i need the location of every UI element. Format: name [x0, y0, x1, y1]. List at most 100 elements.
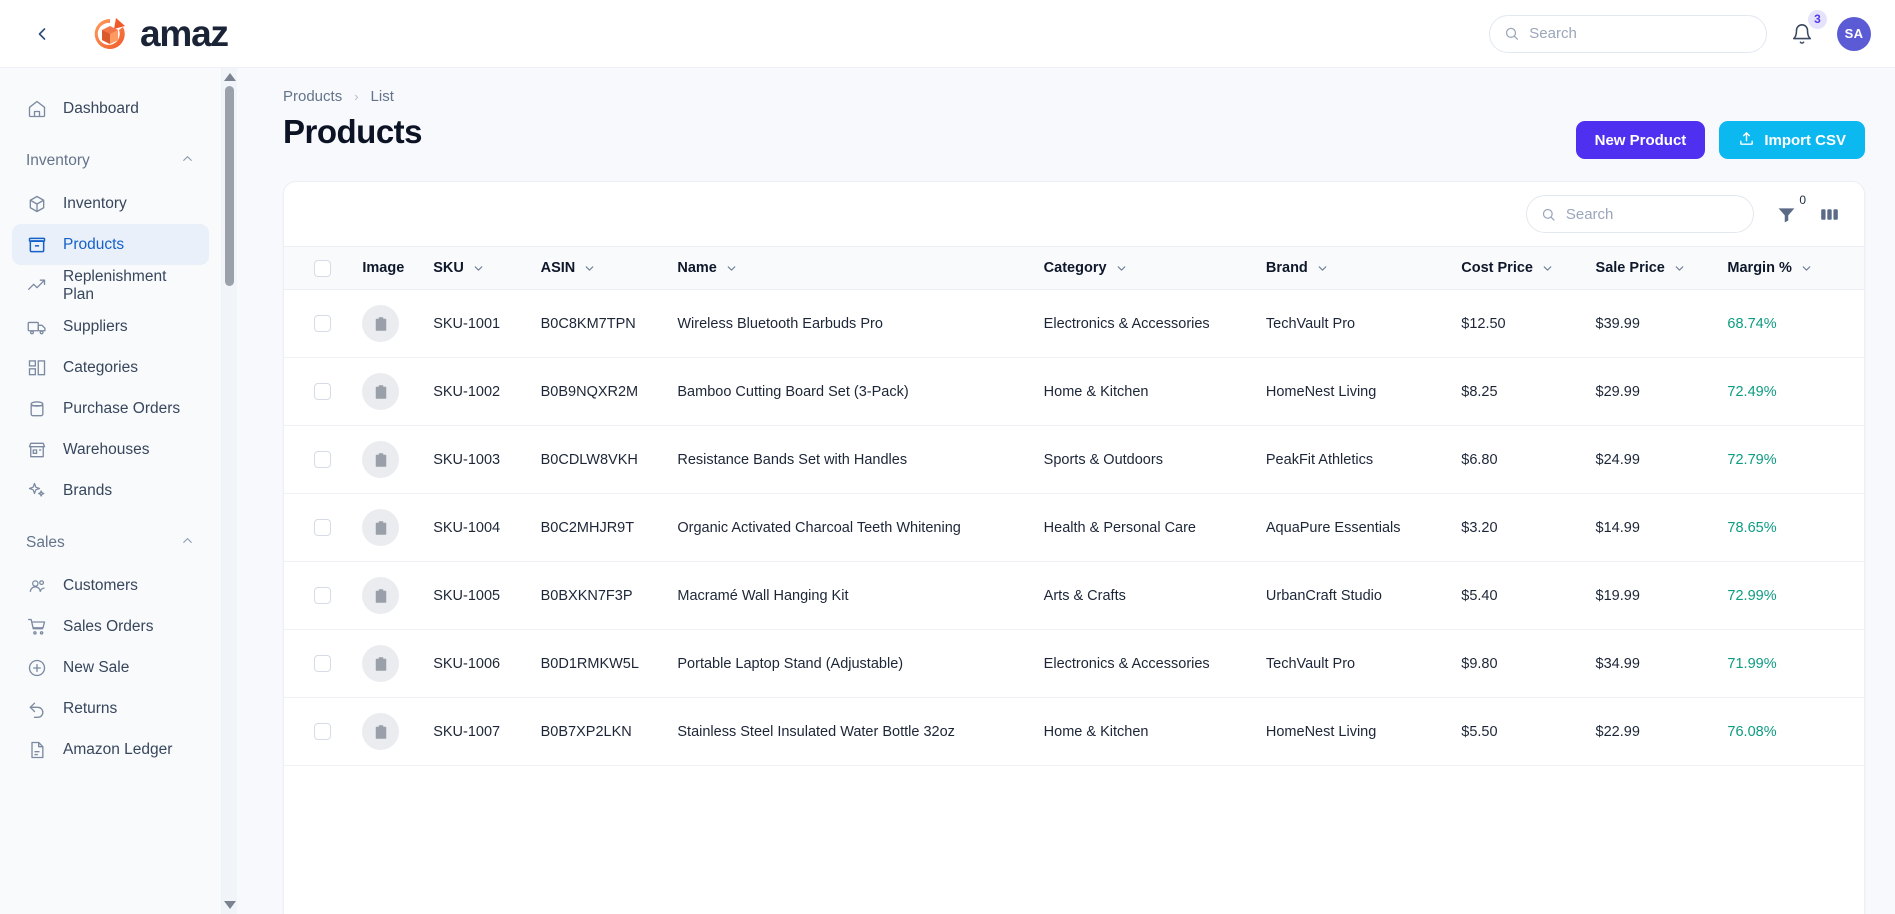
table-row[interactable]: SKU-1007 B0B7XP2LKN Stainless Steel Insula…	[284, 697, 1864, 766]
new-product-button[interactable]: New Product	[1575, 121, 1706, 159]
page-actions: New Product Import CSV	[1575, 113, 1865, 159]
row-margin: 71.99%	[1717, 629, 1864, 698]
sidebar-item-warehouses[interactable]: Warehouses	[12, 429, 209, 470]
main-vertical-scrollbar[interactable]	[222, 68, 237, 914]
row-checkbox[interactable]	[314, 383, 331, 400]
table-header: Image SKU ASIN Name	[284, 246, 1864, 290]
row-select-cell	[284, 425, 353, 494]
store-icon	[26, 439, 47, 460]
row-checkbox[interactable]	[314, 655, 331, 672]
scroll-down-arrow-icon[interactable]	[223, 901, 236, 909]
row-asin: B0D1RMKW5L	[530, 629, 668, 698]
scrollbar-thumb[interactable]	[225, 86, 234, 286]
image-placeholder-icon	[375, 724, 387, 739]
sidebar-item-sales-orders[interactable]: Sales Orders	[12, 606, 209, 647]
row-name: Bamboo Cutting Board Set (3-Pack)	[667, 357, 1034, 426]
table-row[interactable]: SKU-1004 B0C2MHJR9T Organic Activated Char…	[284, 493, 1864, 562]
filter-button[interactable]: 0	[1776, 193, 1806, 225]
product-thumbnail	[362, 441, 400, 478]
row-checkbox[interactable]	[314, 315, 331, 332]
sidebar-item-replenishment-plan[interactable]: Replenishment Plan	[12, 265, 209, 306]
row-sku: SKU-1002	[423, 357, 531, 426]
scroll-up-arrow-icon[interactable]	[223, 73, 236, 81]
sidebar-item-label: Sales Orders	[63, 617, 154, 635]
app-logo[interactable]: amaz	[90, 14, 229, 54]
back-button[interactable]	[22, 14, 62, 54]
row-sku: SKU-1007	[423, 697, 531, 766]
column-header-cost-price[interactable]: Cost Price	[1451, 246, 1586, 290]
chevron-down-icon	[1675, 265, 1684, 271]
column-label: ASIN	[540, 260, 576, 276]
sidebar-group-sales[interactable]: Sales	[12, 523, 209, 563]
image-placeholder-icon	[375, 316, 387, 331]
row-brand: TechVault Pro	[1255, 629, 1452, 698]
select-all-checkbox[interactable]	[314, 259, 331, 277]
row-checkbox[interactable]	[314, 451, 331, 468]
table-row[interactable]: SKU-1001 B0C8KM7TPN Wireless Bluetooth Ear…	[284, 289, 1864, 358]
sidebar-item-brands[interactable]: Brands	[12, 470, 209, 511]
notifications-button[interactable]: 3	[1787, 9, 1827, 49]
sidebar-item-customers[interactable]: Customers	[12, 565, 209, 606]
users-icon	[26, 575, 47, 596]
global-search-input[interactable]	[1529, 25, 1752, 42]
columns-button[interactable]	[1819, 204, 1840, 225]
sidebar-item-categories[interactable]: Categories	[12, 347, 209, 388]
sidebar-item-inventory[interactable]: Inventory	[12, 183, 209, 224]
row-cost-price: $5.50	[1451, 697, 1586, 766]
sidebar-item-purchase-orders[interactable]: Purchase Orders	[12, 388, 209, 429]
row-brand: PeakFit Athletics	[1255, 425, 1452, 494]
page-title: Products	[283, 113, 423, 150]
table-row[interactable]: SKU-1006 B0D1RMKW5L Portable Laptop Stand …	[284, 629, 1864, 698]
table-row[interactable]: SKU-1002 B0B9NQXR2M Bamboo Cutting Board S…	[284, 357, 1864, 426]
row-select-cell	[284, 697, 353, 766]
image-placeholder-icon	[375, 656, 387, 671]
row-name: Macramé Wall Hanging Kit	[667, 561, 1034, 630]
sidebar-item-label: Products	[63, 235, 125, 253]
table-row[interactable]: SKU-1005 B0BXKN7F3P Macramé Wall Hanging K…	[284, 561, 1864, 630]
row-checkbox[interactable]	[314, 519, 331, 536]
row-cost-price: $6.80	[1451, 425, 1586, 494]
row-checkbox[interactable]	[314, 723, 331, 740]
column-header-sale-price[interactable]: Sale Price	[1585, 246, 1718, 290]
import-csv-button[interactable]: Import CSV	[1719, 121, 1865, 159]
table-search[interactable]	[1526, 195, 1754, 233]
row-name: Organic Activated Charcoal Teeth Whiteni…	[667, 493, 1034, 562]
column-header-image: Image	[352, 246, 424, 290]
top-bar-actions: 3 SA	[1489, 9, 1871, 53]
chevron-down-icon	[585, 265, 594, 271]
row-name: Wireless Bluetooth Earbuds Pro	[667, 289, 1034, 358]
table-search-input[interactable]	[1565, 205, 1739, 223]
chevron-down-icon	[727, 265, 736, 271]
row-checkbox[interactable]	[314, 587, 331, 604]
row-asin: B0B9NQXR2M	[530, 357, 668, 426]
global-search[interactable]	[1489, 14, 1767, 53]
column-header-name[interactable]: Name	[667, 246, 1034, 290]
breadcrumb-root[interactable]: Products	[283, 88, 343, 105]
sidebar-item-returns[interactable]: Returns	[12, 688, 209, 729]
row-sku: SKU-1005	[423, 561, 531, 630]
row-cost-price: $8.25	[1451, 357, 1586, 426]
row-category: Arts & Crafts	[1033, 561, 1256, 630]
sidebar-item-suppliers[interactable]: Suppliers	[12, 306, 209, 347]
home-icon	[26, 98, 47, 119]
row-category: Electronics & Accessories	[1033, 289, 1256, 358]
sidebar-item-label: New Sale	[63, 658, 130, 676]
column-header-margin[interactable]: Margin %	[1717, 246, 1864, 290]
column-header-asin[interactable]: ASIN	[530, 246, 668, 290]
row-margin: 72.49%	[1717, 357, 1864, 426]
sidebar-item-products[interactable]: Products	[12, 224, 209, 265]
column-header-category[interactable]: Category	[1033, 246, 1256, 290]
table-row[interactable]: SKU-1003 B0CDLW8VKH Resistance Bands Set w…	[284, 425, 1864, 494]
column-header-sku[interactable]: SKU	[423, 246, 531, 290]
trending-up-icon	[26, 275, 47, 296]
row-image-cell	[352, 493, 424, 562]
chevron-down-icon	[1318, 265, 1327, 271]
sidebar-item-dashboard[interactable]: Dashboard	[12, 88, 209, 129]
filter-count-badge: 0	[1799, 192, 1806, 207]
avatar[interactable]: SA	[1837, 16, 1871, 51]
column-header-brand[interactable]: Brand	[1255, 246, 1452, 290]
sidebar-item-amazon-ledger[interactable]: Amazon Ledger	[12, 729, 209, 770]
row-select-cell	[284, 561, 353, 630]
sidebar-group-inventory[interactable]: Inventory	[12, 141, 209, 181]
sidebar-item-new-sale[interactable]: New Sale	[12, 647, 209, 688]
